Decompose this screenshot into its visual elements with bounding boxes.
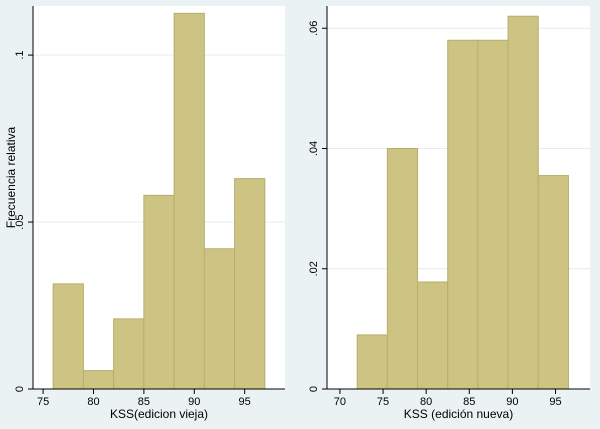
x-axis-label: KSS(edicion vieja) — [110, 407, 208, 421]
histogram-bar-5 — [477, 39, 509, 390]
x-tick-label: 75 — [377, 396, 389, 408]
y-tick-label: .02 — [308, 261, 320, 276]
y-tick-label: .05 — [14, 214, 26, 229]
histogram-bar-2 — [82, 370, 115, 390]
x-tick-label: 70 — [334, 396, 346, 408]
histogram-bar-3 — [417, 281, 449, 390]
histogram-bar-7 — [234, 178, 266, 390]
x-tick-label: 95 — [239, 396, 251, 408]
histogram-bar-3 — [113, 318, 145, 390]
histogram-right-panel: 70 75 80 85 90 95 0 .02 .04 .06 KSS (edición nueva… — [308, 6, 590, 421]
histogram-bar-4 — [143, 194, 175, 390]
x-tick-label: 85 — [138, 396, 150, 408]
histogram-bar-4 — [447, 39, 479, 390]
histogram-bar-1 — [52, 283, 84, 390]
x-tick-label: 95 — [549, 396, 561, 408]
x-tick-label: 80 — [87, 396, 99, 408]
y-tick-label: .1 — [14, 50, 26, 59]
x-tick-label: 80 — [420, 396, 432, 408]
y-axis-label: Frecuencia relativa — [4, 126, 18, 228]
histogram-bar-2 — [386, 147, 419, 390]
x-tick-label: 75 — [37, 396, 49, 408]
y-tick-label: .04 — [308, 141, 320, 156]
y-tick-label: .06 — [308, 21, 320, 36]
histogram-bar-7 — [537, 175, 569, 390]
histogram-left-panel: 75 80 85 90 95 0 .05 .1 KSS(edicion vieja) Frecue… — [4, 6, 285, 421]
histogram-bar-6 — [203, 248, 236, 390]
y-tick-label: 0 — [14, 386, 26, 392]
histogram-bar-1 — [356, 334, 388, 390]
histogram-bar-6 — [507, 15, 539, 390]
x-axis-label: KSS (edición nueva) — [404, 407, 513, 421]
x-tick-label: 85 — [463, 396, 475, 408]
x-tick-label: 90 — [506, 396, 518, 408]
x-tick-label: 90 — [188, 396, 200, 408]
histogram-bar-5 — [173, 12, 205, 390]
y-tick-label: 0 — [308, 386, 320, 392]
